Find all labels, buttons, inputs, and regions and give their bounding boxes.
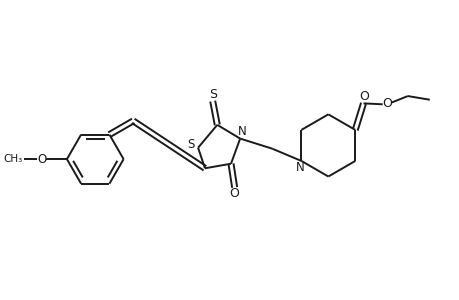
Text: O: O xyxy=(381,97,392,110)
Text: S: S xyxy=(187,139,194,152)
Text: S: S xyxy=(208,88,216,101)
Text: O: O xyxy=(229,188,239,200)
Text: O: O xyxy=(358,90,369,103)
Text: O: O xyxy=(37,153,46,166)
Text: CH₃: CH₃ xyxy=(3,154,22,164)
Text: N: N xyxy=(296,161,304,174)
Text: N: N xyxy=(238,125,246,138)
